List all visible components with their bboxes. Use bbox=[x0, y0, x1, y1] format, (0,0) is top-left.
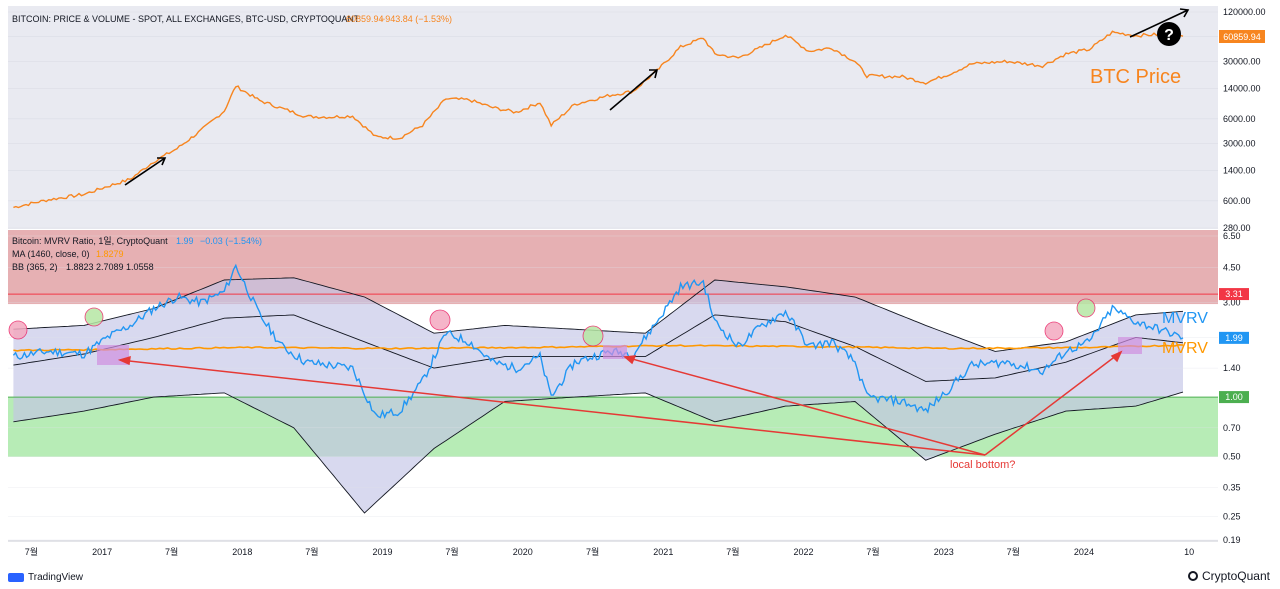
question-icon: ? bbox=[1157, 22, 1181, 46]
x-tick-label: 2022 bbox=[794, 547, 814, 557]
btc-price-annotation: BTC Price bbox=[1090, 66, 1181, 88]
arrow-line bbox=[984, 351, 1122, 456]
peak-marker-red bbox=[8, 320, 28, 340]
price-y-tick: 3000.00 bbox=[1223, 138, 1256, 148]
svg-text:60859.94: 60859.94 bbox=[1223, 32, 1261, 42]
mvrv-line bbox=[12, 263, 1184, 420]
mvrv-y-axis: 6.504.503.002.001.401.000.700.500.350.25… bbox=[1223, 231, 1241, 545]
peak-marker-red bbox=[429, 309, 451, 331]
peak-marker-green bbox=[84, 307, 104, 327]
x-tick-label: 7월 bbox=[305, 546, 318, 557]
arrow-head-icon bbox=[1179, 8, 1190, 18]
arrow-head-icon bbox=[623, 355, 637, 365]
peak-markers bbox=[8, 298, 1096, 347]
svg-text:3.31: 3.31 bbox=[1225, 289, 1243, 299]
price-y-tick: 280.00 bbox=[1223, 223, 1251, 233]
tradingview-icon bbox=[8, 573, 24, 582]
mvrv-y-tick: 0.25 bbox=[1223, 511, 1241, 521]
x-tick-label: 2020 bbox=[513, 547, 533, 557]
price-last-value-badge: 60859.94 bbox=[1219, 30, 1265, 43]
bb-lower-line bbox=[13, 391, 1184, 514]
level-badge-high: 3.31 bbox=[1219, 288, 1249, 301]
mvrv-y-tick: 0.50 bbox=[1223, 452, 1241, 462]
x-tick-label: 7월 bbox=[726, 546, 739, 557]
bb-basis-line bbox=[13, 314, 1184, 382]
mvrv-y-tick: 4.50 bbox=[1223, 263, 1241, 273]
peak-marker-green bbox=[582, 325, 604, 347]
x-tick-label: 7월 bbox=[25, 546, 38, 557]
mvrv-header-change: −0.03 (−1.54%) bbox=[200, 236, 262, 246]
x-tick-label: 2018 bbox=[232, 547, 252, 557]
bb-values: 1.8823 2.7089 1.0558 bbox=[66, 262, 154, 272]
arrow-line bbox=[119, 359, 986, 456]
x-axis: 7월 2017 7월 2018 7월 2019 7월 2020 7월 2021 7월 2022 7월 20… bbox=[25, 546, 1194, 557]
peak-marker-red bbox=[1044, 321, 1064, 341]
x-tick-label: 7월 bbox=[1007, 546, 1020, 557]
mvrv-y-tick: 0.70 bbox=[1223, 423, 1241, 433]
mvrv-y-tick: 1.40 bbox=[1223, 363, 1241, 373]
mvrv-header: Bitcoin: MVRV Ratio, 1일, CryptoQuant bbox=[12, 236, 168, 246]
bb-label: BB (365, 2) bbox=[12, 262, 58, 272]
arrow-head-icon bbox=[117, 355, 131, 366]
trend-arrow-2024 bbox=[1129, 9, 1189, 38]
trend-arrows-price bbox=[124, 8, 1190, 186]
x-tick-label: 2017 bbox=[92, 547, 112, 557]
cryptoquant-label: CryptoQuant bbox=[1201, 569, 1270, 583]
cryptoquant-logo[interactable]: CryptoQuant bbox=[1187, 569, 1270, 583]
trend-arrow-2020 bbox=[609, 69, 658, 111]
support-box-2024 bbox=[1118, 337, 1142, 354]
x-tick-label: 2021 bbox=[653, 547, 673, 557]
x-tick-label: 7월 bbox=[866, 546, 879, 557]
price-y-tick: 14000.00 bbox=[1223, 84, 1261, 94]
mvrv-y-tick: 6.50 bbox=[1223, 231, 1241, 241]
arrow-head-icon bbox=[649, 69, 659, 79]
x-tick-label: 2019 bbox=[373, 547, 393, 557]
peak-marker-green bbox=[1076, 298, 1096, 318]
tradingview-label: TradingView bbox=[28, 572, 84, 583]
mvrv-annotation-orange: MVRV bbox=[1162, 340, 1208, 357]
support-box-2020 bbox=[603, 345, 627, 359]
mvrv-y-tick: 0.19 bbox=[1223, 535, 1241, 545]
tradingview-logo[interactable]: TradingView bbox=[8, 572, 83, 583]
price-header-change: −943.84 (−1.53%) bbox=[380, 14, 452, 24]
mvrv-annotation-blue: MVRV bbox=[1162, 310, 1208, 327]
cryptoquant-icon bbox=[1187, 571, 1198, 581]
ma-label: MA (1460, close, 0) bbox=[12, 249, 90, 259]
svg-text:1.99: 1.99 bbox=[1225, 333, 1243, 343]
ma-1460-line bbox=[13, 343, 1184, 352]
local-bottom-annotation: local bottom? bbox=[950, 459, 1015, 471]
mvrv-y-tick: 0.35 bbox=[1223, 482, 1241, 492]
svg-text:1.00: 1.00 bbox=[1225, 392, 1243, 402]
x-tick-label: 7월 bbox=[586, 546, 599, 557]
price-panel-bg bbox=[8, 6, 1218, 229]
price-y-tick: 1400.00 bbox=[1223, 166, 1256, 176]
x-tick-label: 2024 bbox=[1074, 547, 1094, 557]
ma-value: 1.8279 bbox=[96, 249, 124, 259]
x-tick-label: 2023 bbox=[934, 547, 954, 557]
price-y-tick: 30000.00 bbox=[1223, 56, 1261, 66]
arrow-line bbox=[624, 356, 986, 456]
price-y-tick: 6000.00 bbox=[1223, 114, 1256, 124]
local-bottom-arrows bbox=[117, 350, 1123, 456]
x-tick-label: 7월 bbox=[445, 546, 458, 557]
x-tick-label: 7월 bbox=[165, 546, 178, 557]
btc-price-line bbox=[13, 30, 1184, 209]
x-tick-label: 10 bbox=[1184, 547, 1194, 557]
price-y-tick: 120000.00 bbox=[1223, 7, 1266, 17]
mvrv-header-value: 1.99 bbox=[176, 236, 194, 246]
mvrv-last-value-badge: 1.99 bbox=[1219, 331, 1249, 344]
level-badge-low: 1.00 bbox=[1219, 391, 1249, 404]
arrow-head-icon bbox=[1110, 350, 1123, 363]
price-header-value: 60859.94 bbox=[346, 14, 384, 24]
mvrv-y-tick: 3.00 bbox=[1223, 298, 1241, 308]
trend-arrow-2017 bbox=[124, 157, 166, 186]
price-grid bbox=[8, 11, 1218, 229]
svg-text:?: ? bbox=[1164, 27, 1174, 44]
price-y-tick: 600.00 bbox=[1223, 196, 1251, 206]
price-header: BITCOIN: PRICE & VOLUME - SPOT, ALL EXCH… bbox=[12, 14, 360, 24]
arrow-head-icon bbox=[157, 157, 167, 166]
